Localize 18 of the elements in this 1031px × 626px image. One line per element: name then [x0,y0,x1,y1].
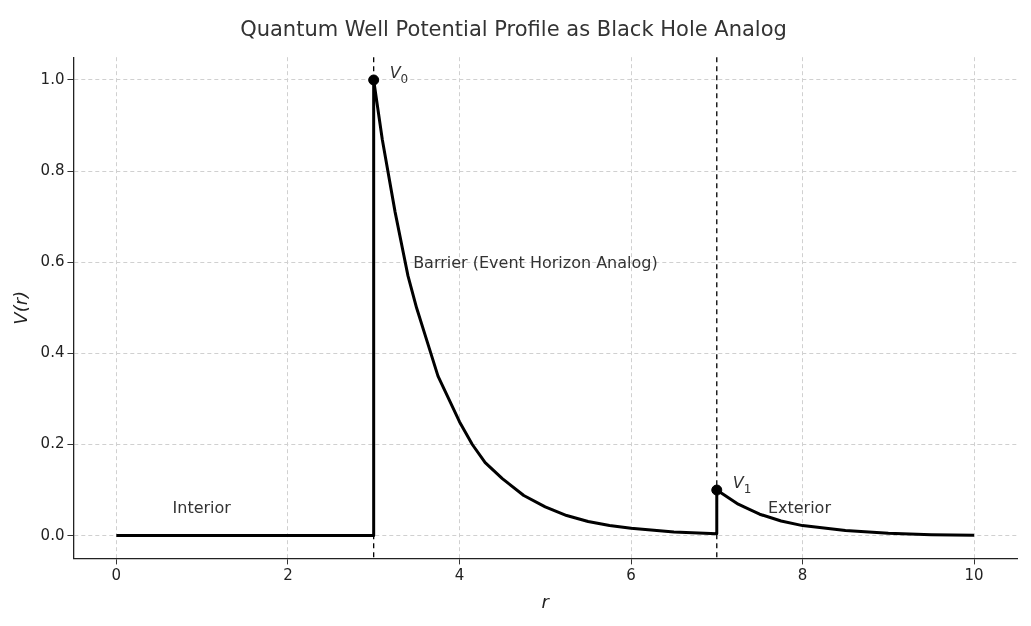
x-tick-label: 4 [454,566,465,585]
y-tick-label: 0.8 [40,161,65,179]
x-tick-label: 0 [111,566,122,585]
y-tick-label: 0.0 [40,525,65,544]
x-tick-label: 6 [626,566,636,585]
annotation: Exterior [767,498,832,518]
annotation: Interior [172,498,232,518]
y-tick-label: 0.6 [40,252,65,271]
x-tick-label: 10 [964,566,984,585]
y-axis-title: V(r) [10,290,32,325]
y-tick-label: 0.4 [40,343,65,362]
x-axis-title: r [541,590,551,612]
chart-title: Quantum Well Potential Profile as Black Hole Analog [240,17,787,42]
x-tick-label: 2 [283,566,293,585]
x-tick-label: 8 [797,566,808,585]
y-tick-label: 1.0 [40,69,65,88]
annotation: Barrier (Event Horizon Analog) [413,252,658,272]
y-tick-label: 0.2 [40,434,65,453]
